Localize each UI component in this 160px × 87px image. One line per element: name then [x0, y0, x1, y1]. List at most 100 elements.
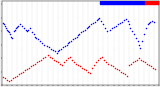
Point — [52, 59, 55, 60]
Point — [93, 64, 96, 66]
Point — [2, 76, 4, 78]
Point — [79, 66, 81, 67]
Point — [125, 75, 128, 76]
Point — [5, 27, 7, 28]
Point — [50, 57, 53, 59]
Point — [58, 63, 61, 64]
Point — [128, 24, 130, 25]
Point — [55, 52, 58, 53]
Point — [9, 34, 11, 35]
Point — [122, 20, 125, 21]
Point — [124, 18, 127, 20]
Point — [69, 56, 71, 58]
Point — [14, 76, 16, 78]
Point — [146, 63, 148, 64]
Point — [38, 60, 41, 62]
Point — [153, 22, 156, 23]
Point — [133, 34, 135, 35]
Point — [49, 48, 52, 49]
Point — [53, 51, 56, 52]
Point — [78, 33, 80, 35]
Point — [61, 47, 64, 48]
Point — [98, 17, 101, 18]
Point — [154, 68, 156, 70]
Point — [115, 68, 118, 70]
Point — [91, 68, 94, 69]
Point — [17, 25, 19, 26]
Point — [8, 80, 10, 82]
Point — [134, 60, 136, 62]
Point — [75, 63, 77, 64]
Point — [36, 62, 39, 63]
Point — [110, 28, 113, 29]
Point — [102, 24, 105, 25]
Point — [76, 36, 78, 37]
Bar — [145, 1, 159, 4]
Point — [32, 64, 35, 66]
Point — [119, 71, 122, 72]
Point — [46, 55, 49, 56]
Point — [138, 57, 140, 59]
Point — [143, 34, 145, 35]
Point — [92, 22, 95, 24]
Point — [25, 29, 28, 30]
Point — [140, 59, 142, 60]
Point — [77, 34, 79, 36]
Point — [10, 36, 12, 37]
Point — [34, 63, 37, 64]
Point — [100, 20, 103, 22]
Point — [82, 30, 84, 32]
Point — [135, 37, 137, 39]
Point — [56, 51, 59, 52]
Point — [20, 72, 22, 74]
Point — [103, 59, 106, 60]
Point — [44, 56, 47, 58]
Point — [29, 28, 32, 29]
Point — [84, 29, 86, 30]
Point — [152, 67, 155, 68]
Point — [11, 37, 13, 39]
Point — [104, 27, 107, 28]
Bar — [100, 1, 145, 4]
Point — [150, 66, 152, 67]
Point — [45, 45, 48, 47]
Point — [35, 37, 38, 39]
Point — [148, 64, 150, 66]
Point — [42, 57, 45, 59]
Point — [12, 78, 14, 79]
Point — [43, 44, 46, 45]
Point — [8, 32, 10, 33]
Point — [99, 57, 102, 59]
Point — [28, 67, 31, 68]
Point — [10, 79, 12, 80]
Point — [3, 24, 5, 25]
Point — [113, 67, 116, 68]
Point — [87, 71, 89, 72]
Point — [15, 28, 17, 29]
Point — [56, 62, 59, 63]
Point — [101, 56, 104, 58]
Point — [23, 27, 25, 28]
Point — [89, 72, 92, 74]
Point — [131, 30, 133, 32]
Point — [6, 29, 8, 30]
Point — [105, 61, 108, 62]
Point — [127, 20, 129, 22]
Point — [151, 20, 153, 22]
Point — [116, 24, 119, 25]
Point — [130, 63, 132, 64]
Point — [107, 63, 110, 64]
Point — [21, 25, 23, 26]
Point — [16, 26, 18, 28]
Point — [24, 70, 26, 71]
Point — [148, 22, 150, 24]
Point — [72, 39, 74, 40]
Point — [145, 27, 147, 28]
Point — [71, 59, 73, 60]
Point — [95, 61, 98, 62]
Point — [81, 67, 83, 68]
Point — [114, 25, 117, 26]
Point — [77, 64, 79, 66]
Point — [4, 78, 6, 79]
Point — [60, 64, 63, 66]
